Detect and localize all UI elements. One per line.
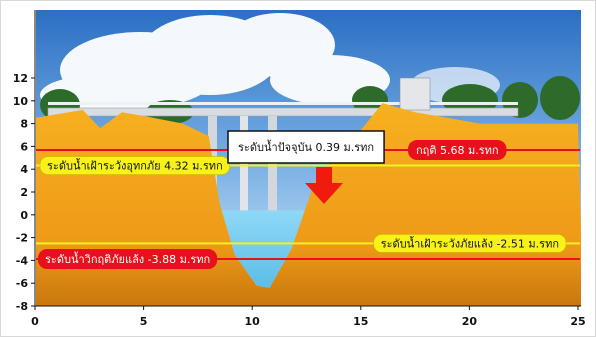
y-tick-label: -6 bbox=[16, 277, 29, 290]
x-tick-label: 0 bbox=[31, 315, 39, 328]
svg-text:กฤติ 5.68 ม.รทก: กฤติ 5.68 ม.รทก bbox=[416, 144, 499, 157]
x-tick-label: 10 bbox=[245, 315, 261, 328]
x-axis: 0 5 10 15 20 25 bbox=[31, 305, 586, 328]
x-tick-label: 25 bbox=[570, 315, 585, 328]
critical-drought-label: ระดับน้ำวิกฤติภัยแล้ง -3.88 ม.รทก bbox=[38, 249, 218, 270]
y-tick: 4 bbox=[20, 163, 35, 176]
x-tick: 15 bbox=[353, 306, 368, 328]
y-tick-label: 0 bbox=[20, 209, 28, 222]
y-tick: 12 bbox=[13, 72, 35, 85]
x-tick: 0 bbox=[31, 306, 39, 328]
down-arrow-icon bbox=[305, 167, 343, 204]
y-tick-label: -8 bbox=[16, 300, 28, 313]
flood-warning-label: ระดับน้ำเฝ้าระวังอุทกภัย 4.32 ม.รทก bbox=[39, 156, 230, 175]
water-body bbox=[221, 210, 305, 288]
critical-flood-label: กฤติ 5.68 ม.รทก bbox=[408, 140, 507, 161]
x-tick-label: 5 bbox=[140, 315, 148, 328]
drought-warning-label: ระดับน้ำเฝ้าระวังภัยแล้ง -2.51 ม.รทก bbox=[373, 234, 567, 253]
y-tick: -8 bbox=[16, 300, 35, 313]
x-tick: 10 bbox=[245, 306, 261, 328]
y-tick-label: -2 bbox=[16, 232, 28, 245]
x-tick-label: 20 bbox=[462, 315, 478, 328]
y-tick: -2 bbox=[16, 232, 35, 245]
x-tick: 5 bbox=[140, 306, 148, 328]
y-tick: -6 bbox=[16, 277, 35, 290]
x-tick: 20 bbox=[462, 306, 478, 328]
y-tick-label: 2 bbox=[20, 186, 28, 199]
y-axis: 12 10 8 6 4 2 0 -2 -4 -6 -8 bbox=[13, 10, 36, 313]
y-tick-label: -4 bbox=[16, 254, 29, 267]
y-tick-label: 6 bbox=[20, 140, 28, 153]
y-tick-label: 12 bbox=[13, 72, 28, 85]
y-tick-label: 10 bbox=[13, 95, 29, 108]
x-tick: 25 bbox=[570, 306, 586, 328]
y-tick: 8 bbox=[20, 118, 35, 131]
y-tick-label: 4 bbox=[20, 163, 28, 176]
svg-text:ระดับน้ำเฝ้าระวังอุทกภัย 4.32: ระดับน้ำเฝ้าระวังอุทกภัย 4.32 ม.รทก bbox=[47, 158, 223, 173]
current-level-label: ระดับน้ำปัจจุบัน 0.39 ม.รทก bbox=[227, 130, 385, 164]
y-tick-label: 8 bbox=[20, 118, 28, 131]
y-tick: -4 bbox=[16, 254, 35, 267]
y-tick: 0 bbox=[20, 209, 35, 222]
y-tick: 10 bbox=[13, 95, 35, 108]
x-tick-label: 15 bbox=[353, 315, 368, 328]
y-tick: 2 bbox=[20, 186, 35, 199]
y-tick: 6 bbox=[20, 140, 35, 153]
svg-text:ระดับน้ำปัจจุบัน 0.39 ม.รทก: ระดับน้ำปัจจุบัน 0.39 ม.รทก bbox=[238, 139, 374, 154]
svg-text:ระดับน้ำวิกฤติภัยแล้ง -3.88 ม.: ระดับน้ำวิกฤติภัยแล้ง -3.88 ม.รทก bbox=[45, 251, 210, 266]
svg-text:ระดับน้ำเฝ้าระวังภัยแล้ง -2.51: ระดับน้ำเฝ้าระวังภัยแล้ง -2.51 ม.รทก bbox=[381, 235, 559, 250]
